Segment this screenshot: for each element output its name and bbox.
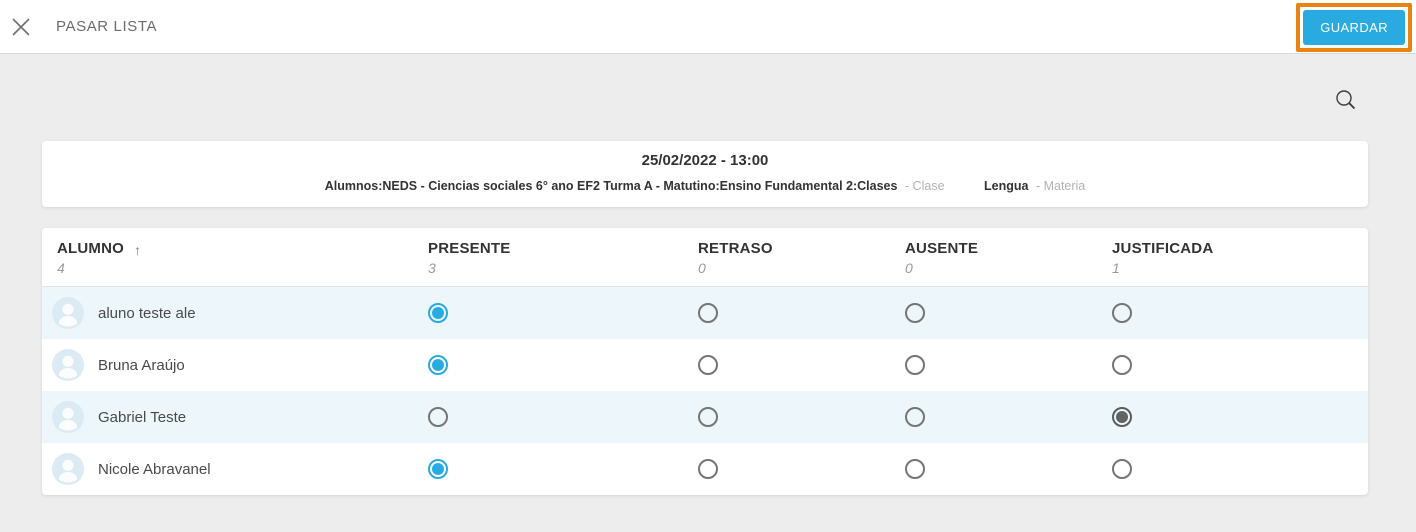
attendance-table-body: aluno teste ale Bruna Araújo Gabriel Teste… (42, 287, 1368, 495)
radio-ausente[interactable] (905, 355, 925, 375)
column-header-justificada[interactable]: JUSTIFICADA 1 (1112, 240, 1368, 276)
session-class-name: Alumnos:NEDS - Ciencias sociales 6° ano … (324, 179, 898, 193)
status-cell-ausente (905, 303, 1112, 323)
radio-ausente[interactable] (905, 459, 925, 479)
student-row: Gabriel Teste (42, 391, 1368, 443)
radio-presente[interactable] (428, 303, 448, 323)
page-title: PASAR LISTA (56, 18, 158, 35)
status-cell-retraso (698, 303, 905, 323)
attendance-table: ALUMNO ↑ 4 PRESENTE 3 RETRASO 0 AUSENTE 0 JUSTIFI… (42, 228, 1368, 495)
student-name: Gabriel Teste (98, 408, 187, 426)
status-cell-presente (428, 459, 698, 479)
status-cell-ausente (905, 355, 1112, 375)
radio-ausente[interactable] (905, 407, 925, 427)
status-cell-justificada (1112, 459, 1368, 479)
radio-justificada[interactable] (1112, 459, 1132, 479)
student-name: aluno teste ale (98, 304, 196, 322)
status-cell-ausente (905, 459, 1112, 479)
session-subject-name: Lengua (984, 179, 1029, 193)
column-count: 0 (698, 260, 706, 276)
student-avatar (52, 297, 84, 329)
session-class-label: - Clase (904, 179, 945, 193)
column-count: 1 (1112, 260, 1120, 276)
column-header-alumno[interactable]: ALUMNO ↑ 4 (42, 240, 428, 276)
column-label: RETRASO (698, 240, 773, 257)
column-header-presente[interactable]: PRESENTE 3 (428, 240, 698, 276)
student-name-cell: Gabriel Teste (42, 401, 428, 433)
save-button[interactable]: GUARDAR (1303, 10, 1405, 45)
status-cell-retraso (698, 407, 905, 427)
column-count: 4 (57, 260, 65, 276)
status-cell-justificada (1112, 355, 1368, 375)
status-cell-justificada (1112, 407, 1368, 427)
session-datetime: 25/02/2022 - 13:00 (641, 152, 769, 169)
student-name-cell: aluno teste ale (42, 297, 428, 329)
student-row: Nicole Abravanel (42, 443, 1368, 495)
student-avatar (52, 453, 84, 485)
top-bar: PASAR LISTA GUARDAR (0, 0, 1416, 54)
column-count: 3 (428, 260, 436, 276)
table-header-row: ALUMNO ↑ 4 PRESENTE 3 RETRASO 0 AUSENTE 0 JUSTIFI… (42, 228, 1368, 287)
status-cell-retraso (698, 459, 905, 479)
session-info: Alumnos:NEDS - Ciencias sociales 6° ano … (62, 179, 1348, 193)
radio-retraso[interactable] (698, 303, 718, 323)
radio-presente[interactable] (428, 407, 448, 427)
student-avatar (52, 401, 84, 433)
status-cell-presente (428, 303, 698, 323)
student-name-cell: Nicole Abravanel (42, 453, 428, 485)
close-icon (9, 15, 33, 39)
column-header-ausente[interactable]: AUSENTE 0 (905, 240, 1112, 276)
radio-justificada[interactable] (1112, 407, 1132, 427)
session-card: 25/02/2022 - 13:00 Alumnos:NEDS - Cienci… (42, 141, 1368, 207)
radio-presente[interactable] (428, 355, 448, 375)
close-button[interactable] (8, 14, 34, 40)
sort-asc-icon: ↑ (134, 242, 142, 258)
radio-retraso[interactable] (698, 407, 718, 427)
student-name: Nicole Abravanel (98, 460, 211, 478)
column-label: AUSENTE (905, 240, 979, 257)
student-name-cell: Bruna Araújo (42, 349, 428, 381)
student-name: Bruna Araújo (98, 356, 185, 374)
status-cell-presente (428, 407, 698, 427)
search-icon (1333, 87, 1359, 113)
radio-presente[interactable] (428, 459, 448, 479)
column-count: 0 (905, 260, 913, 276)
radio-ausente[interactable] (905, 303, 925, 323)
session-subject-label: - Materia (1035, 179, 1086, 193)
status-cell-presente (428, 355, 698, 375)
radio-justificada[interactable] (1112, 303, 1132, 323)
student-avatar (52, 349, 84, 381)
status-cell-retraso (698, 355, 905, 375)
radio-justificada[interactable] (1112, 355, 1132, 375)
status-cell-ausente (905, 407, 1112, 427)
status-cell-justificada (1112, 303, 1368, 323)
student-row: aluno teste ale (42, 287, 1368, 339)
column-label: JUSTIFICADA (1112, 240, 1214, 257)
radio-retraso[interactable] (698, 355, 718, 375)
column-label: PRESENTE (428, 240, 511, 257)
annotation-highlight: GUARDAR (1296, 3, 1412, 52)
column-label: ALUMNO ↑ (57, 240, 142, 258)
radio-retraso[interactable] (698, 459, 718, 479)
search-button[interactable] (1333, 87, 1359, 113)
column-header-retraso[interactable]: RETRASO 0 (698, 240, 905, 276)
student-row: Bruna Araújo (42, 339, 1368, 391)
